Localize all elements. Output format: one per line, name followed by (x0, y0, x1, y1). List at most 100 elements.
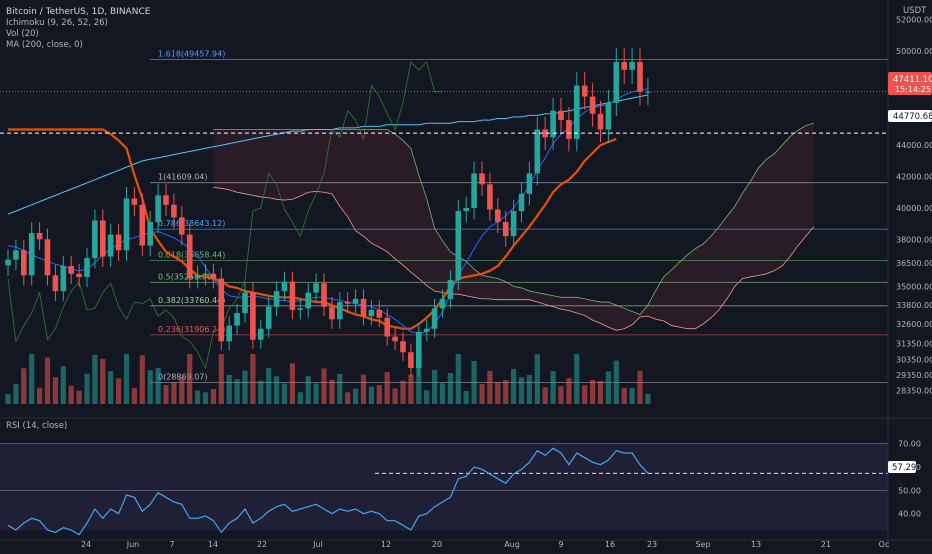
candle[interactable] (368, 300, 375, 326)
candle[interactable] (423, 319, 430, 341)
candle[interactable] (352, 289, 359, 314)
candle[interactable] (400, 332, 406, 361)
candle[interactable] (147, 210, 153, 257)
volume-bar (5, 394, 11, 404)
candle[interactable] (637, 48, 643, 106)
candle[interactable] (273, 281, 280, 317)
candle[interactable] (131, 187, 138, 217)
candle[interactable] (510, 199, 517, 247)
candle[interactable] (76, 263, 82, 287)
candle[interactable] (518, 182, 525, 223)
candle[interactable] (28, 222, 35, 286)
candle-body (439, 298, 446, 309)
candle[interactable] (139, 193, 146, 257)
candle[interactable] (329, 297, 335, 329)
candle[interactable] (68, 255, 74, 284)
candle[interactable] (289, 271, 296, 320)
candle-body (344, 302, 351, 304)
volume-bar (463, 390, 469, 404)
candle[interactable] (13, 239, 19, 271)
candle[interactable] (92, 209, 98, 269)
candle[interactable] (447, 270, 454, 309)
candle[interactable] (100, 209, 106, 267)
candle[interactable] (107, 223, 114, 267)
candle[interactable] (455, 199, 462, 291)
candle[interactable] (258, 319, 264, 349)
candle[interactable] (605, 89, 612, 143)
candle[interactable] (558, 97, 564, 133)
candle[interactable] (265, 297, 272, 338)
candle[interactable] (297, 298, 304, 320)
rsi-header[interactable]: RSI (14, close) (6, 421, 67, 431)
candle[interactable] (613, 48, 620, 117)
volume-bar (550, 371, 556, 404)
candle[interactable] (360, 289, 367, 326)
candle[interactable] (566, 107, 572, 152)
candle[interactable] (123, 187, 130, 261)
candle[interactable] (408, 343, 414, 377)
candle[interactable] (550, 97, 556, 150)
candle[interactable] (502, 210, 509, 247)
indicator-volume-label[interactable]: Vol (20) (6, 29, 39, 39)
candle[interactable] (597, 100, 604, 143)
candle[interactable] (281, 271, 288, 301)
candle[interactable] (52, 265, 59, 301)
candle[interactable] (431, 298, 438, 338)
candle[interactable] (321, 273, 327, 317)
candle[interactable] (495, 198, 501, 234)
indicator-ichimoku-label[interactable]: Ichimoku (9, 26, 52, 26) (6, 18, 108, 28)
candle[interactable] (376, 300, 383, 328)
candle[interactable] (463, 196, 469, 223)
candle[interactable] (487, 172, 493, 221)
candle[interactable] (479, 161, 485, 197)
candle[interactable] (416, 322, 422, 377)
candle[interactable] (526, 161, 533, 206)
candle[interactable] (534, 116, 541, 186)
candle[interactable] (250, 282, 256, 349)
candle[interactable] (313, 273, 319, 303)
candle[interactable] (621, 48, 627, 84)
candle[interactable] (202, 263, 209, 286)
candle[interactable] (629, 48, 635, 84)
candles[interactable] (5, 48, 651, 377)
candle[interactable] (115, 223, 122, 261)
candle-body (52, 275, 59, 292)
candle[interactable] (5, 249, 11, 276)
rsi-tick-label: 70.00 (898, 440, 921, 449)
indicator-ma-label[interactable]: MA (200, close, 0) (6, 40, 83, 50)
candle[interactable] (36, 222, 43, 251)
candle[interactable] (392, 327, 398, 351)
candle[interactable] (171, 193, 177, 229)
candle[interactable] (242, 282, 248, 323)
candle[interactable] (234, 303, 240, 335)
candle[interactable] (21, 239, 27, 286)
candle[interactable] (218, 268, 225, 351)
candle[interactable] (439, 289, 446, 318)
candle[interactable] (186, 223, 193, 289)
candle[interactable] (384, 308, 390, 346)
candle[interactable] (305, 282, 311, 318)
candle[interactable] (542, 116, 548, 150)
volume-bar (574, 354, 580, 404)
candle[interactable] (344, 292, 351, 314)
candle[interactable] (155, 183, 161, 234)
candle-body (258, 328, 264, 340)
candle[interactable] (210, 263, 217, 289)
candle[interactable] (471, 161, 477, 220)
candle[interactable] (589, 83, 596, 127)
candle[interactable] (194, 265, 201, 289)
candle[interactable] (337, 292, 343, 329)
candle-body (131, 198, 138, 205)
candle[interactable] (226, 316, 232, 351)
candle[interactable] (163, 183, 169, 217)
fib-label: 0.5(35259.06) (158, 272, 215, 281)
candle[interactable] (574, 72, 580, 152)
candle[interactable] (84, 247, 90, 287)
candle[interactable] (44, 228, 51, 286)
candle[interactable] (179, 206, 185, 246)
candle[interactable] (645, 78, 651, 106)
candle[interactable] (581, 72, 588, 110)
candle[interactable] (60, 255, 67, 301)
